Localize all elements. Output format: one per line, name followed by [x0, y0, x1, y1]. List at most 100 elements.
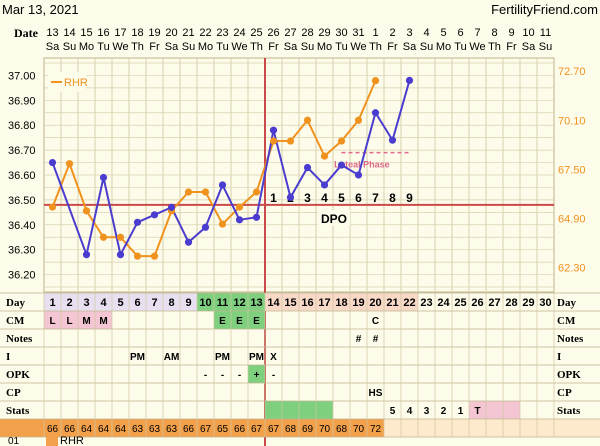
date-tick: 18 — [131, 27, 143, 39]
stats-entry: 1 — [458, 406, 464, 417]
rhr-point — [48, 203, 57, 211]
temp-segment — [51, 162, 88, 256]
date-tick: 6 — [457, 27, 463, 39]
weekday-tick: Su — [420, 41, 433, 53]
cm-entry: L — [49, 316, 55, 327]
date-tick: 31 — [352, 27, 364, 39]
y-left-tick: 36.30 — [8, 245, 36, 257]
rhr-band-empty — [384, 419, 600, 437]
temp-point — [337, 161, 346, 169]
cycle-day-number: 15 — [284, 297, 296, 309]
intercourse-entry: AM — [164, 352, 180, 363]
temp-segment — [102, 177, 122, 255]
temp-point — [354, 171, 363, 179]
cycle-day-number: 3 — [83, 297, 89, 309]
cm-entry: E — [219, 316, 226, 327]
weekday-tick: Fr — [387, 41, 398, 53]
date-tick: 28 — [301, 27, 313, 39]
date-tick: 22 — [199, 27, 211, 39]
row-label-right: Notes — [557, 333, 584, 345]
cycle-day-number: 29 — [522, 297, 534, 309]
luteal-day-cell — [265, 293, 282, 311]
temp-point — [167, 203, 176, 211]
footer-box-label: 01 — [8, 436, 20, 446]
date-tick: 2 — [389, 27, 395, 39]
intercourse-entry: X — [270, 352, 277, 363]
footer-swatch — [46, 434, 58, 446]
temp-segment — [374, 112, 394, 141]
date-tick: 21 — [182, 27, 194, 39]
luteal-day-cell — [401, 293, 418, 311]
y-left-tick: 36.70 — [8, 145, 36, 157]
y-left-tick: 37.00 — [8, 70, 36, 82]
temp-segment — [187, 226, 207, 243]
date-tick: 24 — [233, 27, 245, 39]
row-label-right: I — [557, 351, 561, 363]
follicular-day-cell — [78, 293, 95, 311]
row-label-left: Notes — [6, 333, 33, 345]
luteal-day-cell — [333, 293, 350, 311]
rhr-segment — [119, 236, 139, 257]
rhr-point — [337, 137, 346, 145]
weekday-tick: Tu — [216, 41, 228, 53]
rhr-value: 66 — [183, 424, 195, 435]
cycle-day-number: 26 — [471, 297, 483, 309]
dpo-label-bg — [318, 210, 350, 226]
cycle-day-number: 10 — [199, 297, 211, 309]
y-left-tick: 36.90 — [8, 95, 36, 107]
weekday-tick: Th — [131, 41, 144, 53]
stats-entry: 2 — [441, 406, 447, 417]
rhr-value: 70 — [319, 424, 331, 435]
cycle-day-number: 1 — [49, 297, 55, 309]
cycle-day-number: 8 — [168, 297, 174, 309]
opk-entry: - — [272, 370, 275, 381]
rhr-point — [82, 207, 91, 215]
temp-point — [286, 193, 295, 202]
temp-point — [99, 173, 108, 182]
weekday-tick: Sa — [46, 41, 60, 53]
cycle-day-number: 23 — [420, 297, 432, 309]
rhr-segment — [306, 119, 326, 157]
rhr-segment — [153, 210, 173, 257]
cycle-day-number: 2 — [66, 297, 72, 309]
row-label-left: OPK — [6, 369, 30, 381]
luteal-day-cell — [367, 293, 384, 311]
temp-segment — [289, 167, 309, 198]
date-tick: 26 — [267, 27, 279, 39]
cm-entry: E — [253, 316, 260, 327]
opk-positive-cell — [248, 365, 265, 383]
period-cell — [61, 311, 78, 329]
rhr-value: 63 — [149, 424, 161, 435]
temp-point — [235, 216, 244, 224]
weekday-tick: Mo — [436, 41, 451, 53]
cycle-day-number: 9 — [185, 297, 191, 309]
row-label-left: CP — [6, 387, 21, 399]
weekday-tick: Fr — [268, 41, 279, 53]
follicular-day-cell — [163, 293, 180, 311]
dpo-label: DPO — [321, 212, 347, 226]
rhr-point — [133, 252, 142, 260]
temp-segment — [323, 164, 343, 186]
date-tick: 29 — [318, 27, 330, 39]
date-tick: 7 — [474, 27, 480, 39]
weekday-tick: Su — [63, 41, 76, 53]
dpo-number: 6 — [355, 191, 362, 205]
rhr-segment — [238, 191, 258, 208]
cycle-day-number: 16 — [301, 297, 313, 309]
cycle-day-number: 22 — [403, 297, 415, 309]
rhr-segment — [221, 206, 241, 225]
cm-fertile-cell — [214, 311, 231, 329]
legend-box — [48, 72, 86, 92]
rhr-value: 64 — [115, 424, 127, 435]
temp-segment — [357, 112, 377, 176]
rhr-segment — [289, 119, 309, 142]
date-tick: 5 — [440, 27, 446, 39]
row-label-right: CP — [557, 387, 572, 399]
stats-entry: 4 — [407, 406, 413, 417]
cycle-day-number: 21 — [386, 297, 398, 309]
rhr-point — [201, 188, 210, 196]
temp-segment — [255, 129, 275, 218]
date-tick: 4 — [423, 27, 429, 39]
weekday-tick: Th — [488, 41, 501, 53]
rhr-value: 63 — [166, 424, 178, 435]
